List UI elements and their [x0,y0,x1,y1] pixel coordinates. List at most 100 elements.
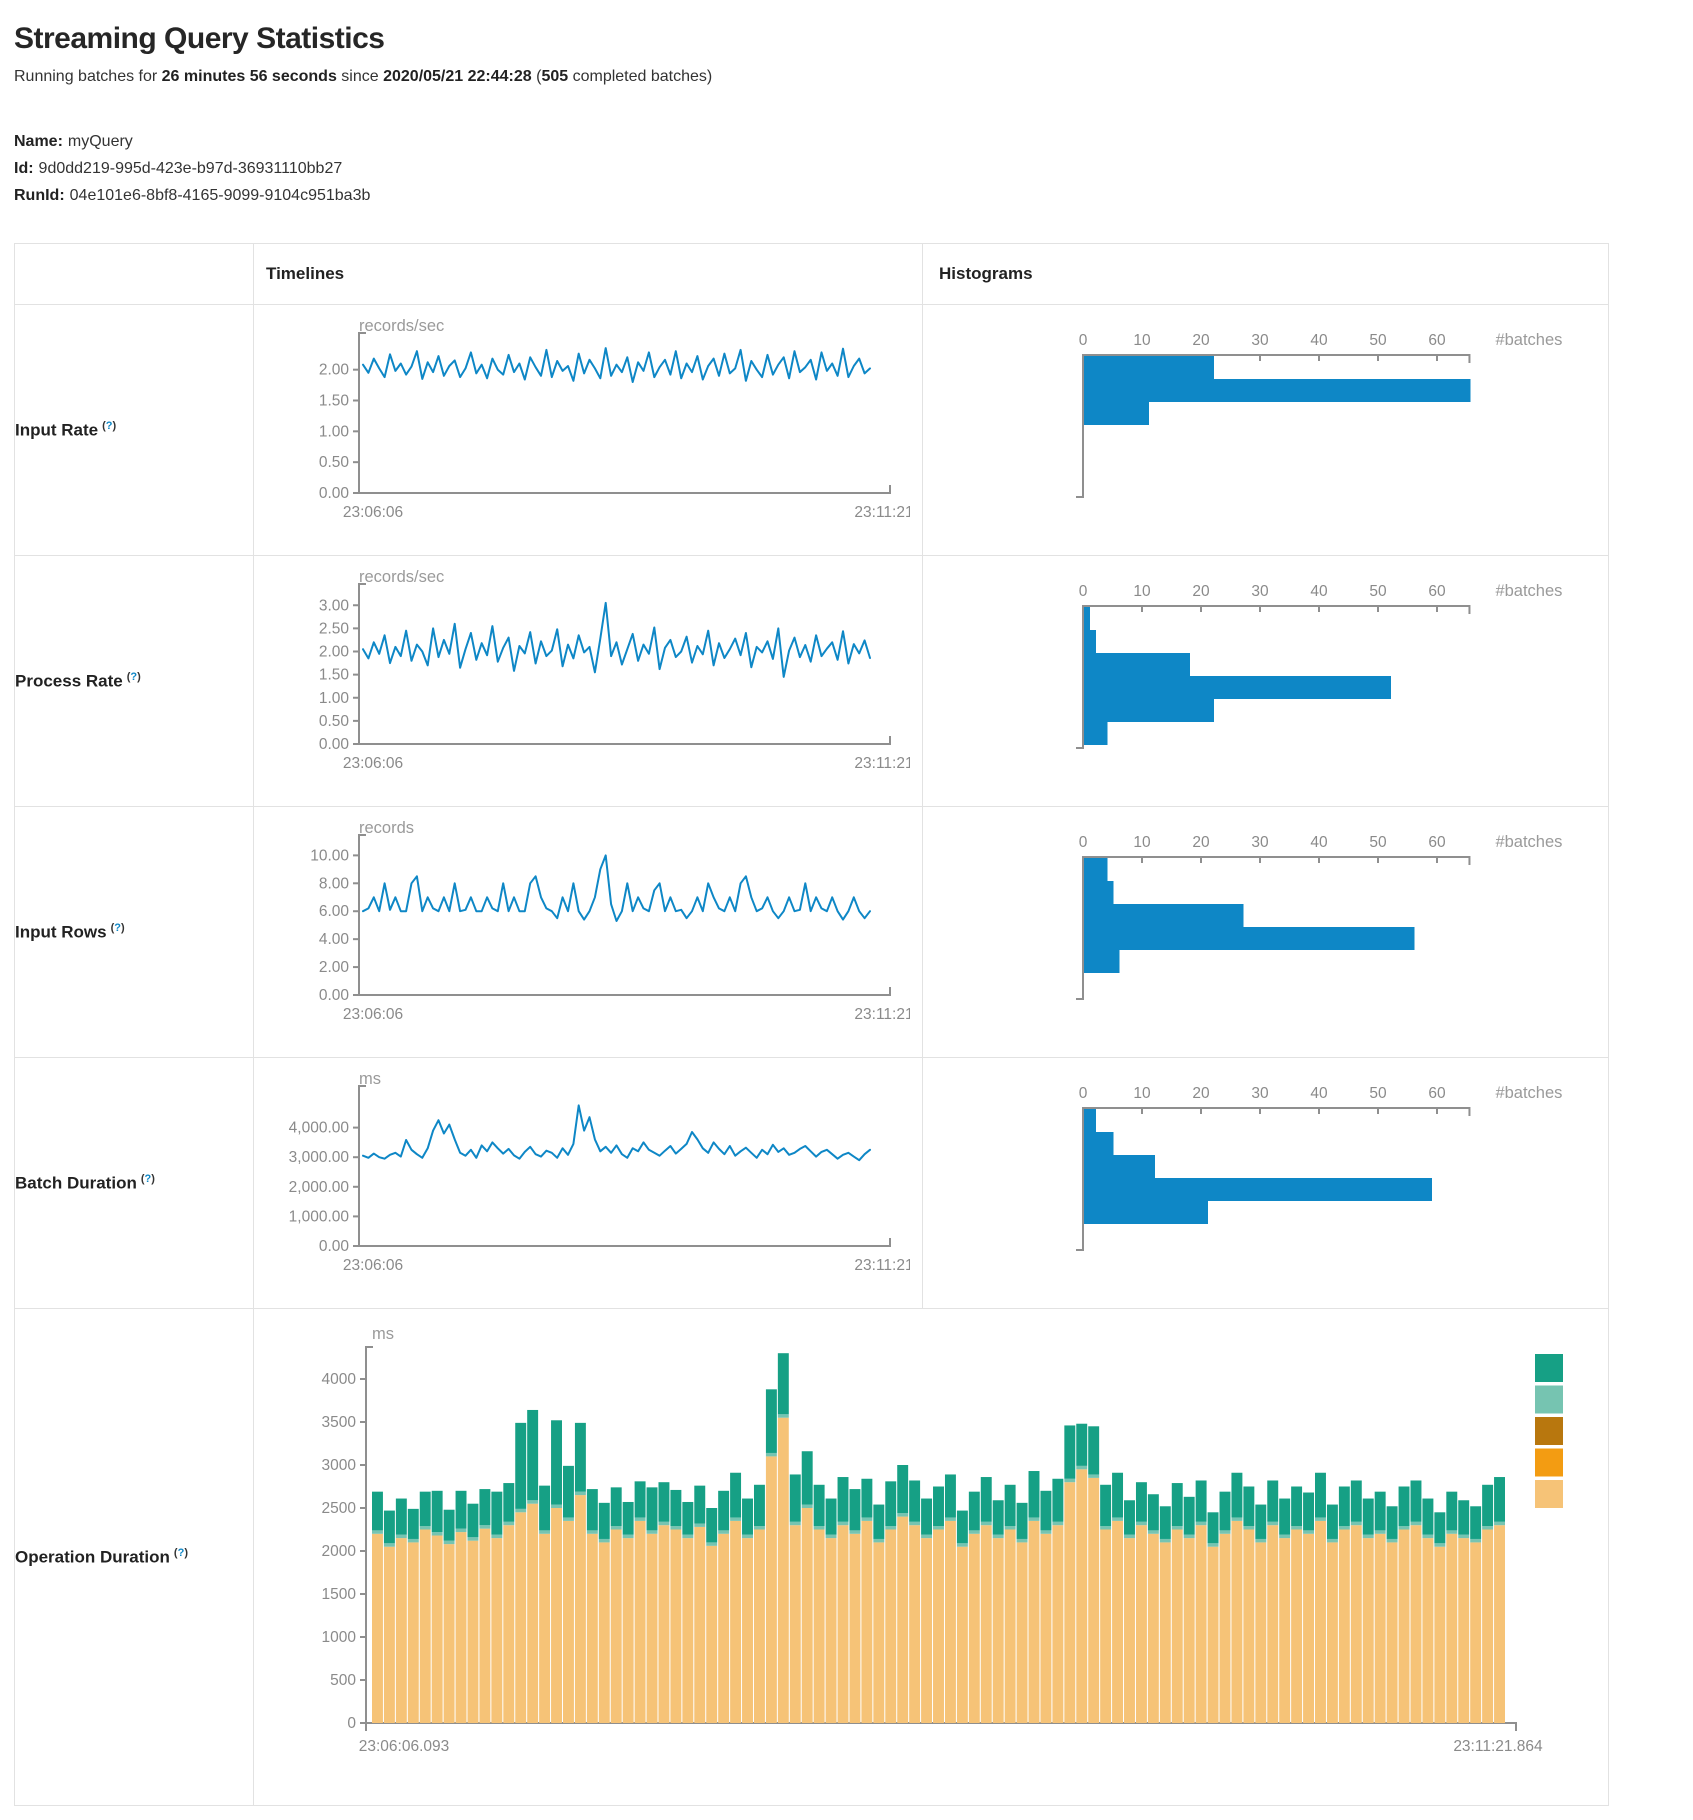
stacked-bar-segment [419,1526,431,1530]
stacked-bar-segment [658,1521,670,1526]
stacked-bar-segment [1159,1542,1171,1723]
stacked-bar-segment [980,1477,992,1522]
stacked-bar-segment [921,1534,933,1539]
svg-text:23:11:21: 23:11:21 [854,755,910,772]
y-axis [358,332,366,493]
batch-duration-label-cell: Batch Duration (?) [14,1057,254,1309]
svg-text:1.00: 1.00 [319,423,350,440]
stacked-bar-segment [1004,1526,1016,1530]
stacked-bar-segment [682,1534,694,1539]
svg-text:2,000.00: 2,000.00 [289,1179,350,1196]
stacked-bar-segment [897,1513,909,1517]
stacked-bar-segment [1219,1533,1231,1723]
stacked-bar-segment [730,1472,742,1518]
stacked-bar-segment [1195,1525,1207,1723]
svg-text:0: 0 [1079,1085,1088,1102]
stacked-bar-segment [598,1502,610,1539]
stacked-bar-segment [574,1422,586,1492]
timeline-line [362,854,871,922]
stacked-bar-segment [455,1528,467,1533]
svg-text:1500: 1500 [322,1586,357,1603]
process-rate-label-cell: Process Rate (?) [14,555,254,807]
svg-text:23:11:21: 23:11:21 [854,504,910,521]
stacked-bar-segment [1076,1465,1088,1470]
legend-swatch [1535,1385,1563,1414]
svg-text:4.00: 4.00 [319,931,350,948]
y-axis [358,583,366,744]
stacked-bar-segment [861,1478,873,1518]
stacked-bar-segment [503,1525,515,1723]
svg-text:0: 0 [1079,834,1088,851]
stacked-bar-segment [1124,1500,1135,1535]
stacked-bar-segment [1112,1517,1124,1521]
stacked-bar-segment [753,1484,765,1527]
svg-text:20: 20 [1192,834,1210,851]
summary-prefix: Running batches for [14,68,162,85]
stacked-bar-segment [1458,1538,1470,1723]
stacked-bar-segment [1243,1486,1255,1527]
stacked-bar-segment [431,1490,443,1533]
svg-text:2500: 2500 [322,1500,357,1517]
stacked-bar-segment [431,1535,443,1723]
stacked-bar-segment [1470,1506,1482,1539]
svg-text:ms: ms [359,1070,381,1088]
stacked-bar-segment [1494,1477,1505,1522]
help-icon[interactable]: (?) [102,419,117,432]
stacked-bar-segment [622,1501,634,1535]
histogram-bar [1084,607,1090,630]
stacked-bar-segment [980,1521,992,1526]
batch-duration-timeline-chart: ms 0.00 1,000.00 2,000.00 3,000.00 4,000.00 23… [254,1058,914,1308]
stacked-bar-segment [801,1451,813,1505]
stacked-bar-segment [968,1491,980,1531]
svg-text:3000: 3000 [322,1457,357,1474]
stacked-bar-segment [658,1482,670,1522]
query-runid-row: RunId: 04e101e6-8bf8-4165-9099-9104c951ba… [14,182,1679,209]
legend-swatch [1535,1417,1563,1445]
svg-text:ms: ms [372,1325,394,1343]
stacked-bar-segment [956,1543,968,1547]
stacked-bar-segment [419,1529,431,1723]
input-rows-label-cell: Input Rows (?) [14,806,254,1058]
stacked-bar-segment [1494,1521,1505,1526]
stacked-bar-segment [658,1525,670,1723]
x-axis [359,987,891,996]
process-rate-timeline-chart: records/sec 0.00 0.50 1.00 1.50 2.00 2.50 3.00 2… [254,556,914,806]
svg-text:10: 10 [1133,1085,1151,1102]
stacked-bar-segment [372,1533,383,1723]
svg-text:1000: 1000 [322,1629,357,1646]
stacked-bar-segment [646,1487,658,1531]
svg-text:10: 10 [1133,583,1151,600]
histogram-bar [1084,927,1415,950]
help-icon[interactable]: (?) [110,921,125,934]
histogram-bar [1084,653,1191,676]
stacked-bar-segment [813,1526,825,1530]
stacked-bar-segment [742,1498,753,1535]
stacked-bar-segment [1279,1498,1291,1535]
running-batches-summary: Running batches for 26 minutes 56 second… [14,68,1679,86]
batch-duration-histogram-chart: 0 10 20 30 40 50 60 #batches [923,1058,1592,1308]
help-icon[interactable]: (?) [140,1172,155,1185]
stacked-bar-segment [765,1452,777,1457]
stacked-bar-segment [562,1465,574,1518]
stacked-bar-segment [1446,1491,1458,1531]
row-label-text: Batch Duration [15,1173,137,1193]
stacked-bar-segment [670,1489,682,1527]
stacked-bar-segment [1195,1521,1207,1526]
timeline-line [362,347,871,383]
stacked-bar-segment [861,1520,873,1723]
stacked-bar-segment [825,1534,837,1539]
svg-text:2000: 2000 [322,1543,357,1560]
stacked-bar-segment [1410,1480,1422,1522]
y-axis [358,834,366,995]
stacked-bar-segment [1016,1538,1028,1543]
stacked-bar-segment [539,1485,551,1531]
help-icon[interactable]: (?) [173,1546,188,1559]
stacked-bar-segment [455,1532,467,1723]
svg-text:3.00: 3.00 [319,597,350,614]
stacked-bar-segment [944,1520,956,1723]
stacked-bar-segment [730,1520,742,1723]
help-icon[interactable]: (?) [126,670,141,683]
histogram-bar [1084,858,1108,881]
histogram-bar [1084,699,1214,722]
input-rate-timeline-chart: records/sec 0.00 0.50 1.00 1.50 2.00 23:06:06 2… [254,305,914,555]
